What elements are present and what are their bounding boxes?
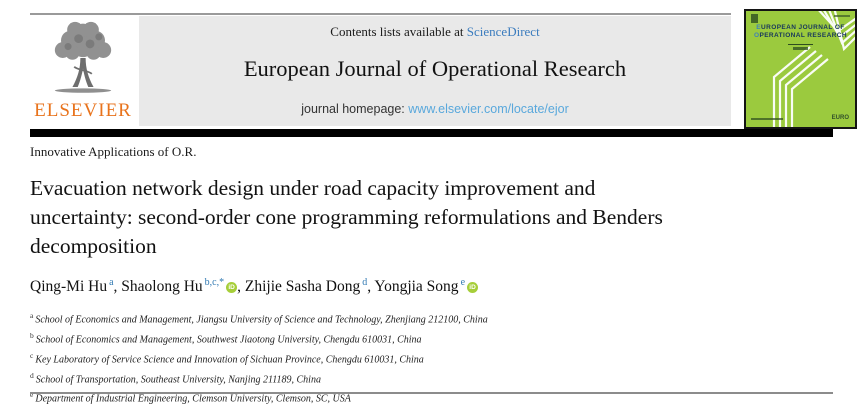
author: Zhijie Sasha Dong d, — [244, 277, 375, 296]
cover-chevron-art — [746, 11, 855, 127]
elsevier-logo: ELSEVIER — [30, 17, 136, 126]
author: Shaolong Hu b,c,* iD, — [121, 277, 245, 296]
author: Qing-Mi Hu a, — [30, 277, 122, 296]
journal-cover-thumbnail[interactable]: EUROPEAN JOURNAL OF OPERATIONAL RESEARCH… — [744, 9, 857, 129]
author-affiliation-sup: a — [109, 277, 114, 288]
affiliation: c Key Laboratory of Service Science and I… — [30, 350, 424, 366]
cover-mini-tree-icon — [751, 14, 758, 23]
author-line: Qing-Mi Hu a, Shaolong Hu b,c,* iD, Zhijie … — [30, 277, 833, 296]
affiliation: b School of Economics and Management, Sou… — [30, 330, 422, 346]
homepage-label: journal homepage: — [301, 102, 405, 116]
cover-availability-text — [751, 118, 783, 120]
author-affiliation-sup: e — [460, 277, 466, 288]
affiliation: d School of Transportation, Southeast Uni… — [30, 370, 321, 385]
sciencedirect-link[interactable]: ScienceDirect — [466, 24, 540, 39]
cover-journal-title: EUROPEAN JOURNAL OF OPERATIONAL RESEARCH — [753, 24, 847, 39]
article-title: Evacuation network design under road cap… — [30, 176, 663, 258]
author: Yongjia Song e iD — [374, 277, 479, 295]
article-frontmatter: Innovative Applications of O.R. Evacuati… — [30, 144, 833, 406]
journal-title: European Journal of Operational Research — [243, 56, 627, 81]
journal-homepage-link[interactable]: www.elsevier.com/locate/ejor — [408, 102, 569, 116]
author-affiliation-sup: b,c,* — [204, 277, 225, 288]
journal-banner: Contents lists available at ScienceDirec… — [139, 16, 731, 126]
frontmatter-bottom-rule — [30, 392, 833, 394]
homepage-line: journal homepage: www.elsevier.com/locat… — [139, 102, 731, 116]
cover-rule — [788, 44, 813, 45]
cover-subtext — [793, 47, 808, 50]
euro-logo: EURO — [831, 115, 849, 121]
orcid-icon[interactable]: iD — [226, 282, 238, 294]
cover-issue-info — [834, 15, 850, 17]
elsevier-tree-icon — [54, 21, 112, 93]
contents-line: Contents lists available at ScienceDirec… — [139, 16, 731, 40]
article-section-label: Innovative Applications of O.R. — [30, 144, 197, 159]
elsevier-wordmark: ELSEVIER — [34, 100, 132, 121]
orcid-icon[interactable]: iD — [467, 282, 479, 294]
affiliation-list: a School of Economics and Management, Jia… — [30, 308, 833, 406]
affiliation: e Department of Industrial Engineering, C… — [30, 390, 351, 405]
contents-text: Contents lists available at — [330, 24, 464, 39]
author-affiliation-sup: d — [362, 277, 368, 288]
affiliation: a School of Economics and Management, Jia… — [30, 311, 488, 326]
header-top-rule — [30, 13, 731, 15]
header-black-bar — [30, 129, 833, 137]
